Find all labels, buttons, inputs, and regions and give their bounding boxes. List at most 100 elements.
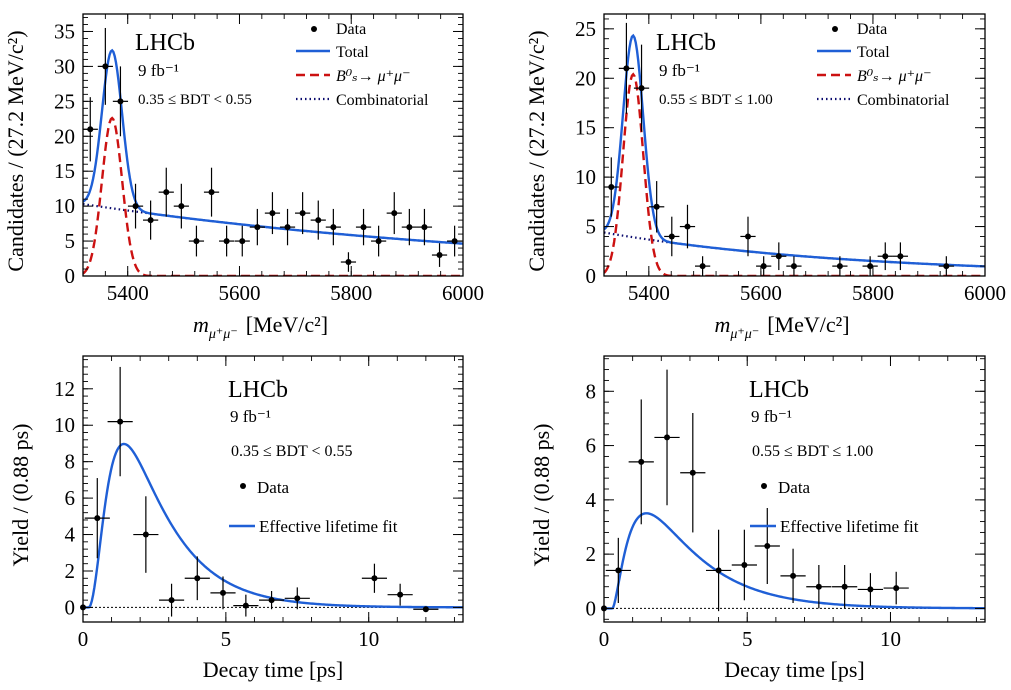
data-point (83, 97, 98, 162)
y-tick-label: 4 (586, 488, 597, 512)
data-marker (117, 98, 124, 105)
data-point (771, 242, 787, 271)
data-marker (893, 585, 900, 592)
data-point (832, 256, 848, 276)
x-tick-label: 5600 (740, 281, 782, 305)
data-point (184, 556, 210, 601)
data-marker (147, 217, 154, 224)
x-axis-title-symbol: m (193, 312, 209, 337)
y-tick-label: 0 (65, 264, 76, 288)
data-point (143, 200, 159, 240)
y-tick-label: 4 (65, 523, 76, 547)
data-point (107, 366, 133, 477)
data-point (325, 208, 341, 246)
legend-data-label: Data (257, 478, 290, 497)
data-marker (193, 238, 200, 245)
y-axis-title: Candidates / (27.2 MeV/c²) (3, 30, 28, 271)
data-marker (315, 217, 322, 224)
luminosity-label: 9 fb⁻¹ (751, 407, 792, 426)
data-marker (142, 531, 149, 538)
data-point (340, 252, 357, 272)
data-marker (421, 224, 428, 231)
data-marker (371, 575, 378, 582)
data-point (857, 573, 884, 606)
y-tick-label: 25 (54, 89, 75, 113)
data-marker (653, 203, 660, 210)
data-marker (132, 203, 139, 210)
legend-data-label: Data (336, 21, 366, 38)
data-marker (668, 233, 675, 240)
data-point (259, 591, 285, 610)
data-marker (882, 253, 889, 260)
data-marker (194, 575, 201, 582)
data-marker (760, 263, 767, 270)
data-point (386, 192, 402, 235)
luminosity-label: 9 fb⁻¹ (659, 61, 700, 80)
data-marker (744, 233, 751, 240)
data-marker (269, 210, 276, 217)
x-axis-title: Decay time [ps] (203, 657, 344, 682)
y-tick-label: 0 (65, 595, 76, 619)
data-point (756, 256, 772, 276)
data-marker (764, 543, 771, 549)
data-marker (299, 210, 306, 217)
data-marker (684, 223, 691, 230)
data-marker (815, 583, 822, 590)
data-point (295, 192, 311, 235)
plot-frame (82, 355, 464, 623)
y-tick-label: 5 (65, 229, 76, 253)
y-tick-label: 12 (54, 377, 75, 401)
x-axis-title: mμ⁺μ⁻ [MeV/c²] (715, 312, 850, 342)
data-point (159, 583, 185, 617)
data-point (618, 22, 635, 114)
experiment-label: LHCb (228, 377, 288, 403)
data-marker (615, 567, 622, 574)
mass-plot-1: 5400 5600 5800 6000 0 5 10 15 20 25 30 35 LHCb 9 fb⁻¹… (3, 13, 484, 342)
data-point (310, 200, 326, 240)
data-marker (422, 606, 429, 613)
x-axis-title-unit: [MeV/c²] (767, 312, 849, 337)
lifetime-fit-curve (604, 512, 986, 610)
total-curve (604, 33, 985, 268)
data-marker (268, 597, 275, 604)
plot-frame (603, 13, 986, 277)
x-axis-title: Decay time [ps] (724, 657, 865, 682)
data-marker (239, 238, 246, 245)
data-point (84, 478, 110, 559)
y-tick-label: 6 (65, 486, 76, 510)
data-point (654, 369, 680, 506)
data-point (203, 167, 220, 217)
legend-signal-label: B⁰ₛ→ μ⁺μ⁻ (336, 68, 411, 85)
x-axis-title-subscript: μ⁺μ⁻ (729, 327, 759, 342)
legend-data-label: Data (857, 21, 887, 38)
x-tick-label: 5600 (218, 281, 260, 305)
y-tick-label: 10 (54, 413, 75, 437)
decay-plot-2: 0 5 10 0 2 4 6 8 LHCb 9 fb⁻¹ 0.55 ≤ BDT ≤ 1.00 Data… (529, 355, 986, 682)
data-marker (242, 602, 249, 609)
data-marker (608, 184, 615, 191)
data-point (173, 183, 189, 229)
x-tick-label: 5800 (330, 281, 372, 305)
data-marker (790, 263, 797, 270)
y-tick-label: 10 (575, 165, 596, 189)
y-tick-label: 2 (586, 542, 597, 566)
data-point (754, 508, 780, 584)
data-point (633, 44, 650, 132)
data-point (112, 66, 129, 137)
x-tick-label: 5400 (107, 281, 149, 305)
data-marker (638, 458, 645, 465)
data-marker (330, 224, 337, 231)
y-tick-label: 15 (54, 159, 75, 183)
y-axis-title: Yield / (0.88 ps) (8, 424, 33, 567)
data-point (413, 606, 439, 613)
data-point (664, 216, 680, 257)
data-marker (178, 203, 185, 210)
legend-total-label: Total (336, 44, 369, 61)
x-tick-label: 5800 (852, 281, 894, 305)
data-point (679, 204, 696, 249)
data-point (832, 565, 858, 609)
data-marker (163, 189, 170, 196)
data-marker (223, 238, 230, 245)
data-point (188, 225, 205, 257)
data-marker (897, 253, 904, 260)
